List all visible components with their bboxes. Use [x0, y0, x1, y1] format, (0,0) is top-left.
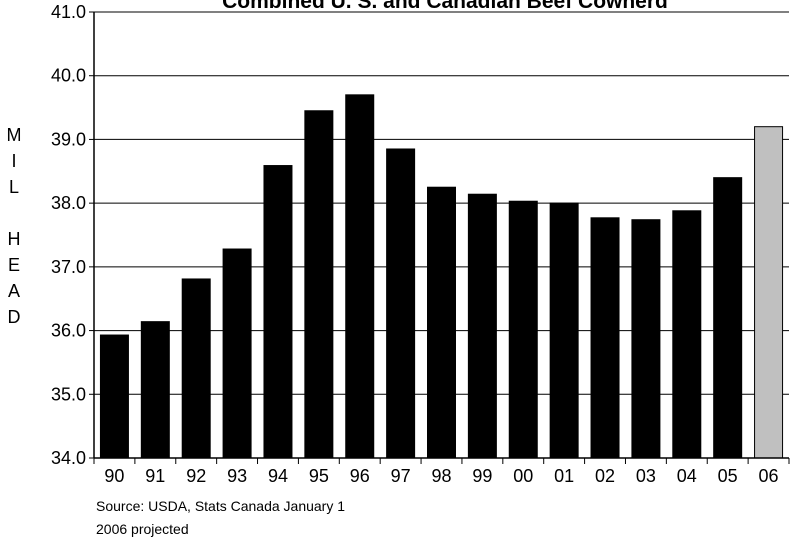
bar — [386, 148, 416, 459]
x-tick-label: 02 — [595, 466, 615, 486]
bar — [427, 186, 456, 459]
x-tick-label: 06 — [759, 466, 779, 486]
x-tick-label: 05 — [718, 466, 738, 486]
x-tick-label: 01 — [554, 466, 574, 486]
bar — [99, 334, 129, 459]
bar — [140, 321, 170, 459]
bar — [508, 200, 538, 459]
bar — [345, 94, 375, 459]
x-tick-label: 98 — [431, 466, 451, 486]
x-tick-label: 94 — [268, 466, 288, 486]
x-tick-label: 93 — [227, 466, 247, 486]
x-tick-label: 92 — [186, 466, 206, 486]
y-tick-label: 38.0 — [51, 193, 86, 213]
chart-title: Combined U. S. and Canadian Beef Cowherd — [222, 0, 668, 13]
y-axis-label-letter: E — [8, 255, 20, 275]
bar — [631, 219, 661, 459]
y-axis-label-letter: H — [8, 229, 21, 249]
bar — [672, 210, 702, 459]
y-tick-label: 41.0 — [51, 2, 86, 22]
x-tick-label: 95 — [309, 466, 329, 486]
bar — [222, 248, 252, 459]
x-tick-label: 03 — [636, 466, 656, 486]
y-axis-label-letter: A — [8, 281, 20, 301]
x-tick-label: 04 — [677, 466, 697, 486]
bar — [549, 202, 579, 459]
bar — [263, 165, 293, 459]
y-tick-label: 34.0 — [51, 448, 86, 468]
axes — [89, 11, 790, 464]
bar — [304, 110, 334, 459]
y-axis-label-letter: D — [8, 307, 21, 327]
bar-projected — [754, 126, 784, 459]
bar — [590, 217, 620, 459]
y-tick-label: 35.0 — [51, 384, 86, 404]
x-tick-label: 91 — [145, 466, 165, 486]
bar — [181, 278, 211, 459]
bars — [99, 94, 784, 459]
bar — [467, 193, 497, 459]
x-tick-label: 97 — [391, 466, 411, 486]
y-tick-label: 39.0 — [51, 129, 86, 149]
x-tick-label: 90 — [104, 466, 124, 486]
projected-note: 2006 projected — [96, 521, 189, 537]
x-tick-labels: 90 91 92 93 94 95 96 97 98 99 00 01 02 03 04 05 06 — [104, 466, 778, 486]
y-axis-label-letter: L — [9, 177, 19, 197]
x-tick-label: 99 — [472, 466, 492, 486]
bar — [713, 177, 743, 459]
y-tick-label: 37.0 — [51, 257, 86, 277]
y-axis-label-letter: M — [7, 125, 22, 145]
y-tick-label: 36.0 — [51, 321, 86, 341]
y-tick-labels: 34.0 35.0 36.0 37.0 38.0 39.0 40.0 41.0 — [51, 2, 86, 468]
y-tick-label: 40.0 — [51, 66, 86, 86]
source-note: Source: USDA, Stats Canada January 1 — [96, 498, 346, 514]
x-tick-label: 00 — [513, 466, 533, 486]
x-tick-label: 96 — [350, 466, 370, 486]
y-axis-label-letter: I — [11, 151, 16, 171]
